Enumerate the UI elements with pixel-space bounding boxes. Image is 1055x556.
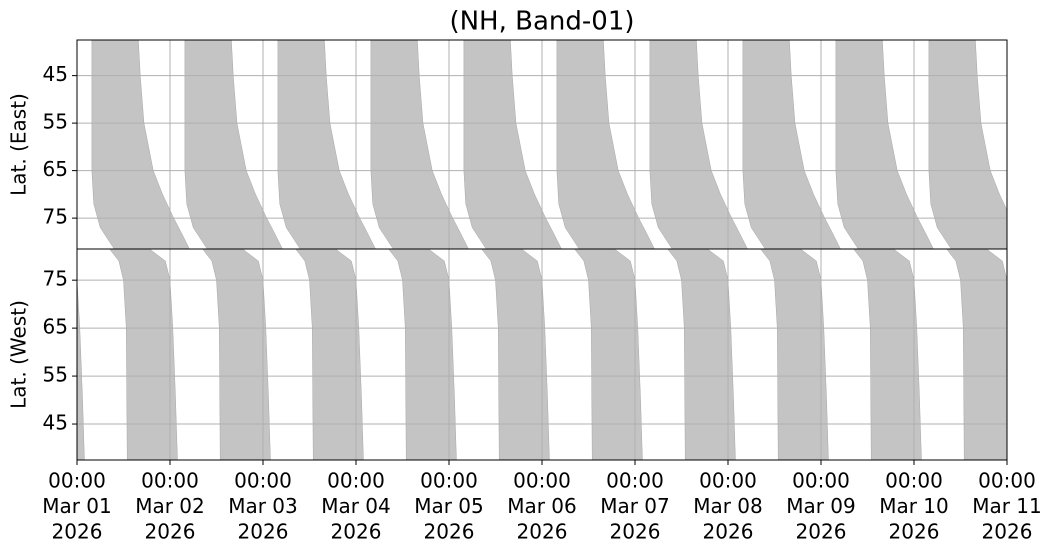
coverage-band bbox=[667, 249, 736, 460]
coverage-band bbox=[295, 249, 364, 460]
coverage-band bbox=[853, 249, 922, 460]
x-tick-label: Mar 03 bbox=[228, 494, 298, 518]
x-tick-label: 00:00 bbox=[699, 469, 757, 493]
coverage-band bbox=[928, 40, 1007, 249]
coverage-band bbox=[277, 40, 376, 249]
x-tick-label: Mar 11 bbox=[972, 494, 1042, 518]
x-tick-label: 2026 bbox=[796, 520, 847, 544]
coverage-band bbox=[463, 40, 562, 249]
chart-title: (NH, Band-01) bbox=[449, 7, 634, 37]
x-tick-label: 2026 bbox=[982, 520, 1033, 544]
y-tick-label: 55 bbox=[43, 110, 68, 134]
coverage-band bbox=[946, 249, 1007, 460]
y-axis-label: Lat. (East) bbox=[7, 93, 31, 196]
x-tick-label: Mar 04 bbox=[321, 494, 391, 518]
x-tick-label: 2026 bbox=[424, 520, 475, 544]
coverage-band bbox=[574, 249, 643, 460]
panel-data bbox=[91, 40, 1007, 249]
x-tick-label: 2026 bbox=[610, 520, 661, 544]
x-tick-label: Mar 07 bbox=[600, 494, 670, 518]
x-tick-label: Mar 08 bbox=[693, 494, 763, 518]
x-tick-label: 2026 bbox=[145, 520, 196, 544]
x-tick-label: 00:00 bbox=[48, 469, 106, 493]
x-tick-label: 00:00 bbox=[606, 469, 664, 493]
coverage-band bbox=[184, 40, 283, 249]
y-tick-label: 45 bbox=[43, 411, 68, 435]
x-tick-label: 00:00 bbox=[141, 469, 199, 493]
coverage-band bbox=[109, 249, 178, 460]
x-tick-label: 2026 bbox=[889, 520, 940, 544]
y-axis-label: Lat. (West) bbox=[7, 300, 31, 409]
x-tick-label: Mar 05 bbox=[414, 494, 484, 518]
x-tick-label: 00:00 bbox=[234, 469, 292, 493]
x-tick-label: Mar 01 bbox=[42, 494, 112, 518]
coverage-band bbox=[835, 40, 934, 249]
x-tick-label: 00:00 bbox=[327, 469, 385, 493]
y-tick-label: 75 bbox=[43, 205, 68, 229]
panel-data bbox=[77, 249, 1007, 460]
coverage-band bbox=[370, 40, 469, 249]
x-tick-label: 2026 bbox=[331, 520, 382, 544]
coverage-band bbox=[481, 249, 550, 460]
coverage-band bbox=[202, 249, 271, 460]
y-tick-label: 75 bbox=[43, 267, 68, 291]
x-tick-label: 00:00 bbox=[420, 469, 478, 493]
x-tick-label: 2026 bbox=[703, 520, 754, 544]
y-tick-label: 65 bbox=[43, 157, 68, 181]
x-tick-label: 00:00 bbox=[792, 469, 850, 493]
y-tick-label: 65 bbox=[43, 315, 68, 339]
x-tick-label: Mar 10 bbox=[879, 494, 949, 518]
coverage-band bbox=[742, 40, 841, 249]
x-tick-label: 2026 bbox=[517, 520, 568, 544]
coverage-band bbox=[91, 40, 190, 249]
x-tick-label: 2026 bbox=[52, 520, 103, 544]
y-tick-label: 45 bbox=[43, 62, 68, 86]
coverage-band bbox=[760, 249, 829, 460]
coverage-band bbox=[388, 249, 457, 460]
coverage-band bbox=[649, 40, 748, 249]
x-tick-label: 00:00 bbox=[513, 469, 571, 493]
x-tick-label: Mar 06 bbox=[507, 494, 577, 518]
y-tick-label: 55 bbox=[43, 363, 68, 387]
x-tick-label: 00:00 bbox=[978, 469, 1036, 493]
x-tick-label: Mar 02 bbox=[135, 494, 205, 518]
coverage-band bbox=[556, 40, 655, 249]
x-tick-label: 00:00 bbox=[885, 469, 943, 493]
x-tick-label: 2026 bbox=[238, 520, 289, 544]
coverage-band bbox=[77, 279, 85, 460]
x-tick-label: Mar 09 bbox=[786, 494, 856, 518]
